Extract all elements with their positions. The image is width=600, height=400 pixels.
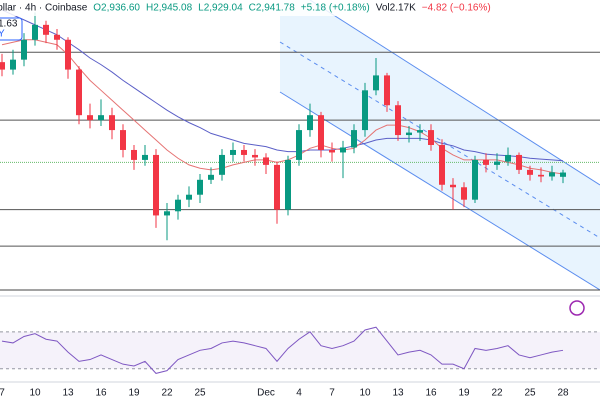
- header-high: H2,945.08: [146, 3, 193, 14]
- candle-body: [54, 34, 60, 40]
- moving-average: [1, 9, 564, 162]
- candle-body: [439, 145, 445, 185]
- candle-body: [252, 154, 258, 158]
- candle-body: [142, 154, 148, 160]
- candle-body: [505, 154, 511, 162]
- x-tick-label: 10: [359, 388, 371, 399]
- x-tick-label: 19: [128, 388, 140, 399]
- candle-body: [527, 169, 533, 175]
- candle-body: [351, 130, 357, 148]
- indicator-icon[interactable]: [569, 300, 585, 316]
- badge-unit: Y: [0, 29, 5, 40]
- candle-body: [395, 105, 401, 136]
- candle-body: [274, 164, 280, 210]
- candle-body: [98, 115, 104, 121]
- header-volume-change: −4.82 (−0.16%): [422, 3, 491, 14]
- candle-body: [109, 115, 115, 131]
- candle-body: [296, 130, 302, 160]
- x-tick-label: 22: [161, 388, 173, 399]
- candle-body: [417, 130, 423, 133]
- x-tick-label: Dec: [257, 388, 275, 399]
- candle-body: [43, 24, 49, 35]
- candle-body: [538, 174, 544, 177]
- candle-body: [285, 159, 291, 210]
- x-tick-label: 25: [524, 388, 536, 399]
- candle-body: [175, 199, 181, 212]
- candle-body: [32, 24, 38, 40]
- candle-body: [329, 149, 335, 153]
- candle-body: [307, 115, 313, 131]
- candle-body: [153, 154, 159, 216]
- moving-average: [1, 39, 564, 175]
- candle-body: [230, 149, 236, 155]
- x-tick-label: 13: [392, 388, 404, 399]
- badge-value: 1.63: [0, 19, 18, 30]
- x-tick-label: 10: [29, 388, 41, 399]
- x-tick-label: 16: [95, 388, 107, 399]
- legend-header: Dollar · 4h · Coinbase O2,936.60 H2,945.08…: [0, 0, 491, 16]
- candles: [0, 12, 566, 241]
- candle-body: [10, 59, 16, 70]
- header-low: L2,929.04: [198, 3, 243, 14]
- candle-body: [65, 39, 71, 70]
- x-tick-label: 22: [491, 388, 503, 399]
- candle-body: [208, 174, 214, 180]
- candle-body: [516, 154, 522, 170]
- candle-body: [549, 172, 555, 177]
- header-bg: [0, 0, 420, 16]
- candle-body: [164, 211, 170, 216]
- moving-averages: [1, 9, 564, 175]
- header-open: O2,936.60: [93, 3, 140, 14]
- rsi-line: [1, 326, 564, 374]
- channel-lower: [279, 91, 600, 291]
- candle-body: [428, 130, 434, 145]
- candle-body: [318, 115, 324, 150]
- x-tick-label: 13: [62, 388, 74, 399]
- header-symbol: Dollar · 4h · Coinbase: [0, 3, 88, 14]
- candle-body: [0, 62, 5, 70]
- x-tick-label: 28: [557, 388, 569, 399]
- candle-body: [241, 149, 247, 155]
- badge[interactable]: [0, 17, 23, 41]
- candle-body: [450, 184, 456, 188]
- channel-upper: [309, 0, 600, 186]
- candle-body: [197, 179, 203, 195]
- rsi-band: [0, 331, 600, 369]
- x-tick-label: 25: [194, 388, 206, 399]
- candle-body: [472, 159, 478, 200]
- x-tick-label: 4: [296, 388, 302, 399]
- x-tick-label: 19: [458, 388, 470, 399]
- candle-body: [494, 161, 500, 165]
- candle-body: [21, 39, 27, 60]
- candle-body: [483, 159, 489, 165]
- candle-body: [87, 115, 93, 121]
- candle-body: [263, 157, 269, 165]
- header-change: +5.18 (+0.18%): [301, 3, 370, 14]
- candle-body: [373, 75, 379, 91]
- candle-body: [406, 132, 412, 136]
- candle-body: [362, 90, 368, 131]
- candle-body: [186, 194, 192, 200]
- candle-body: [131, 149, 137, 160]
- header-volume: Vol2.17K: [376, 3, 416, 14]
- candle-body: [340, 147, 346, 153]
- x-tick-label: 7: [0, 388, 5, 399]
- candle-body: [384, 75, 390, 106]
- x-tick-label: 16: [425, 388, 437, 399]
- time-axis: 7 10 13 16 19 22 25 Dec 4 7 10 13 16 19 22 25 28: [0, 388, 569, 399]
- channel-mid: [279, 41, 600, 239]
- candle-body: [219, 154, 225, 175]
- candle-body: [76, 69, 82, 116]
- rsi-pane: [0, 326, 600, 374]
- header-close: C2,941.78: [249, 3, 296, 14]
- x-tick-label: 7: [329, 388, 335, 399]
- candle-body: [120, 130, 126, 150]
- candle-body: [560, 172, 566, 177]
- candle-body: [461, 187, 467, 200]
